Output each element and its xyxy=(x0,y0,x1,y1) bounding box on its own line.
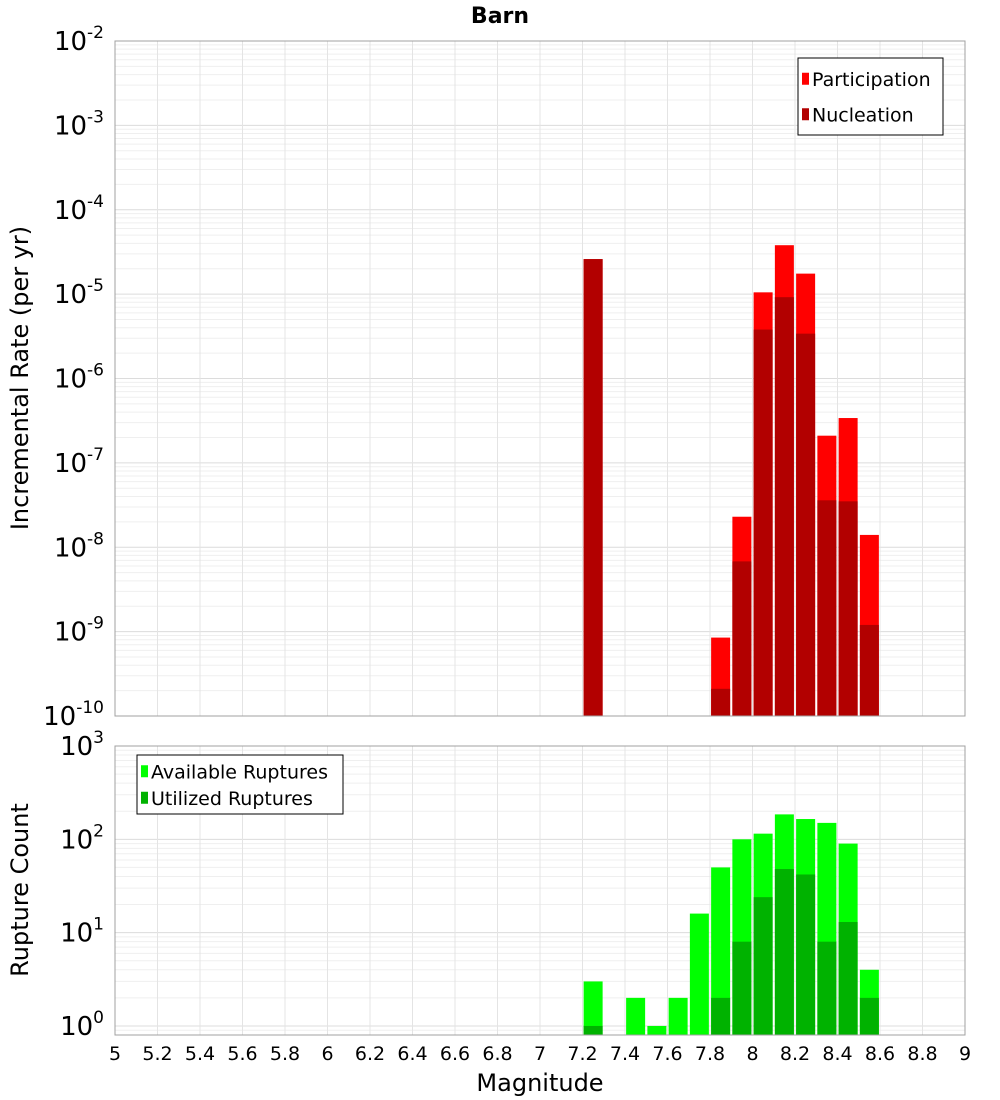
y-axis-label: Rupture Count xyxy=(6,803,34,977)
y-tick-label: 101 xyxy=(60,915,104,949)
legend-swatch xyxy=(141,765,148,778)
chart-title: Barn xyxy=(471,4,529,29)
x-tick-label: 6.8 xyxy=(482,1043,512,1065)
y-tick-label: 10-9 xyxy=(54,614,104,648)
y-tick-label: 102 xyxy=(60,821,104,855)
x-tick-label: 6.4 xyxy=(397,1043,427,1065)
x-tick-label: 6.6 xyxy=(440,1043,470,1065)
bar-available-ruptures xyxy=(689,913,709,1035)
y-tick-label: 10-5 xyxy=(54,276,104,310)
legend-frame xyxy=(136,754,344,815)
x-axis: 5 5.2 5.4 5.6 5.8 6 6.2 6.4 6.6 6.8 7 7.2 7.4 7.6 7.8 8… xyxy=(109,1043,971,1065)
bar-available-ruptures xyxy=(668,997,688,1035)
x-tick-label: 9 xyxy=(959,1043,971,1065)
bar-utilized-ruptures xyxy=(774,869,794,1035)
y-tick-label: 103 xyxy=(60,728,104,762)
x-tick-label: 8.4 xyxy=(822,1043,852,1065)
bar-nucleation xyxy=(774,297,794,716)
bar-available-ruptures xyxy=(626,997,646,1035)
y-tick-label: 10-10 xyxy=(43,698,104,732)
bar-utilized-ruptures xyxy=(838,922,858,1035)
y-tick-label: 10-2 xyxy=(54,23,104,57)
y-tick-label: 10-8 xyxy=(54,529,104,563)
legend-label: Nucleation xyxy=(812,104,914,126)
legend-label: Available Ruptures xyxy=(151,761,328,783)
legend: Participation Nucleation xyxy=(797,57,944,136)
bar-utilized-ruptures xyxy=(859,997,879,1035)
legend-label: Participation xyxy=(812,69,931,91)
x-tick-label: 6.2 xyxy=(355,1043,385,1065)
plot-frame xyxy=(114,745,966,1036)
bar-nucleation xyxy=(711,688,731,716)
legend-swatch xyxy=(802,108,809,121)
bar-utilized-ruptures xyxy=(753,897,773,1035)
plot-frame xyxy=(114,40,966,717)
bar-utilized-ruptures xyxy=(711,997,731,1035)
x-tick-label: 7.8 xyxy=(695,1043,725,1065)
legend: Available Ruptures Utilized Ruptures xyxy=(136,754,344,815)
y-axis-label: Incremental Rate (per yr) xyxy=(6,226,34,530)
legend-swatch xyxy=(802,72,809,85)
y-tick-label: 100 xyxy=(60,1008,104,1042)
bar-utilized-ruptures xyxy=(817,941,837,1035)
bar-nucleation xyxy=(796,333,816,716)
y-tick-label: 10-6 xyxy=(54,361,104,395)
x-tick-label: 8.8 xyxy=(907,1043,937,1065)
x-tick-label: 7 xyxy=(534,1043,546,1065)
bar-utilized-ruptures xyxy=(796,874,816,1035)
bar-nucleation xyxy=(859,624,879,716)
y-tick-label: 10-3 xyxy=(54,107,104,141)
x-tick-label: 5 xyxy=(109,1043,121,1065)
bar-nucleation xyxy=(838,501,858,716)
legend-frame xyxy=(797,57,944,136)
x-tick-label: 7.6 xyxy=(652,1043,682,1065)
x-tick-label: 6 xyxy=(321,1043,333,1065)
x-tick-label: 5.4 xyxy=(185,1043,215,1065)
x-tick-label: 5.2 xyxy=(142,1043,172,1065)
x-tick-label: 7.2 xyxy=(567,1043,597,1065)
count-panel: 103 102 101 100 Rupture Count Available Ruptu… xyxy=(6,728,966,1042)
bar-available-ruptures xyxy=(647,1025,667,1035)
bar-nucleation xyxy=(817,500,837,716)
y-tick-label: 10-4 xyxy=(54,192,104,226)
x-tick-label: 5.6 xyxy=(227,1043,257,1065)
rate-panel: 10-2 10-3 10-4 10-5 10-6 10-7 10-8 10-9 10-10 Inc… xyxy=(6,23,966,732)
bar-available-ruptures xyxy=(583,981,603,1035)
bar-available-ruptures xyxy=(711,867,731,1035)
x-tick-label: 8 xyxy=(746,1043,758,1065)
x-tick-label: 7.4 xyxy=(610,1043,640,1065)
bar-nucleation xyxy=(753,329,773,716)
y-tick-label: 10-7 xyxy=(54,445,104,479)
x-tick-label: 5.8 xyxy=(270,1043,300,1065)
legend-label: Utilized Ruptures xyxy=(151,788,313,810)
legend-swatch xyxy=(141,791,148,804)
bar-nucleation xyxy=(583,259,603,716)
x-axis-label: Magnitude xyxy=(476,1069,603,1097)
x-tick-label: 8.2 xyxy=(780,1043,810,1065)
bar-nucleation xyxy=(732,561,752,716)
x-tick-label: 8.6 xyxy=(865,1043,895,1065)
bar-utilized-ruptures xyxy=(583,1025,603,1035)
bar-utilized-ruptures xyxy=(732,941,752,1035)
